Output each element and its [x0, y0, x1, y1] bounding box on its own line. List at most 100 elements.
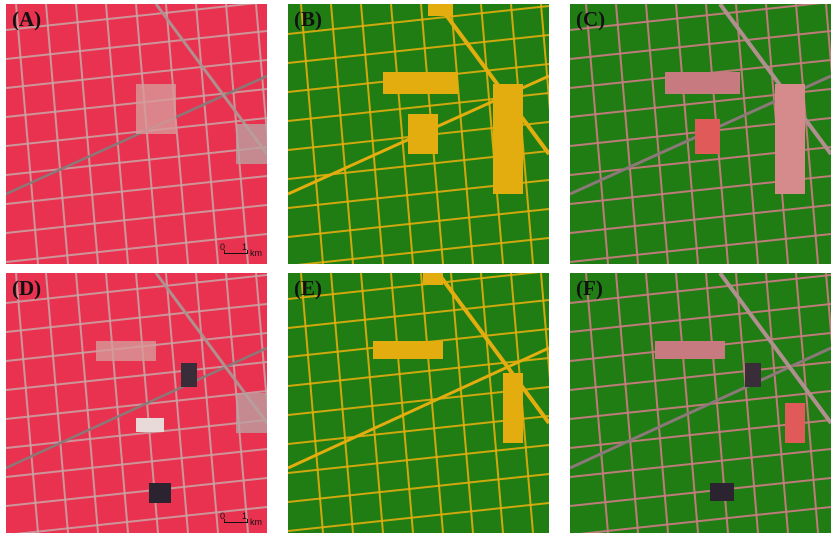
field-boundary: [570, 30, 831, 60]
field-boundary: [570, 303, 831, 333]
field-boundary: [360, 273, 384, 533]
field-boundary: [585, 4, 609, 264]
false-color-satellite-image: [6, 4, 267, 264]
field-boundary: [480, 273, 504, 533]
overlay-image: [570, 273, 831, 533]
field-boundary: [675, 273, 699, 533]
panel-a: (A) 0 1 km: [6, 4, 267, 264]
field-boundary: [6, 390, 267, 420]
field-boundary: [288, 444, 549, 474]
field-boundary: [288, 208, 549, 238]
field-boundary: [288, 34, 549, 64]
scale-line: [224, 522, 248, 523]
field-boundary: [6, 419, 267, 449]
field-boundary: [288, 502, 549, 532]
field-boundary: [15, 273, 39, 533]
false-color-satellite-image: [6, 273, 267, 533]
field-boundary: [615, 273, 639, 533]
panel-b: (B): [288, 4, 549, 264]
panel-label: (A): [12, 7, 42, 31]
scale-unit: km: [250, 248, 262, 258]
field-boundary: [300, 273, 324, 533]
panel-f: (F): [570, 273, 831, 533]
field-boundary: [570, 4, 822, 31]
field-boundary: [390, 4, 414, 264]
field-boundary: [570, 477, 831, 507]
field-boundary: [570, 390, 831, 420]
field-boundary: [450, 273, 474, 533]
field-boundary: [255, 4, 267, 146]
field-boundary: [390, 273, 414, 533]
field-boundary: [825, 4, 831, 75]
field-boundary: [6, 59, 267, 89]
field-boundary: [330, 273, 354, 533]
field-boundary: [6, 233, 267, 263]
field-boundary: [615, 4, 639, 264]
scale-line: [224, 253, 248, 254]
field-boundary: [45, 4, 69, 264]
field-boundary: [195, 273, 219, 533]
field-boundary: [75, 4, 99, 264]
scale-tick: [247, 519, 248, 523]
field-boundary: [105, 4, 129, 264]
field-boundary: [765, 273, 789, 533]
field-boundary: [288, 5, 549, 35]
field-boundary: [585, 273, 609, 533]
scale-zero: 0: [220, 511, 226, 521]
field-boundary: [645, 273, 669, 533]
field-boundary: [297, 237, 549, 264]
field-boundary: [45, 273, 69, 533]
field-boundary: [645, 4, 669, 264]
field-boundary: [795, 273, 819, 533]
scale-tick: [247, 250, 248, 254]
field-boundary: [540, 4, 549, 111]
scale-bar: 0 1 km: [220, 511, 266, 532]
field-boundary: [6, 146, 267, 176]
field-boundary: [6, 204, 267, 234]
field-boundary: [360, 4, 384, 264]
field-boundary: [75, 273, 99, 533]
scale-unit: km: [250, 517, 262, 527]
panel-label: (B): [294, 7, 322, 31]
field-boundary: [480, 4, 504, 264]
field-boundary: [795, 4, 819, 264]
field-boundary: [6, 175, 267, 205]
field-boundary: [6, 303, 267, 333]
field-boundary: [570, 448, 831, 478]
field-boundary: [735, 4, 759, 264]
field-boundary: [288, 299, 549, 329]
field-boundary: [450, 4, 474, 264]
classification-map: [288, 273, 549, 533]
scale-one: 1: [242, 242, 248, 252]
scale-tick: [224, 519, 225, 523]
panel-c: (C): [570, 4, 831, 264]
field-boundary: [540, 273, 549, 380]
field-boundary: [105, 273, 129, 533]
field-boundary: [579, 506, 831, 533]
panel-label: (D): [12, 276, 42, 300]
field-boundary: [300, 4, 324, 264]
field-boundary: [735, 273, 759, 533]
overlay-image: [570, 4, 831, 264]
field-boundary: [15, 506, 267, 533]
field-boundary: [330, 4, 354, 264]
panel-label: (E): [294, 276, 322, 300]
field-boundary: [15, 4, 39, 264]
field-boundary: [165, 273, 189, 533]
panel-label: (F): [576, 276, 603, 300]
field-boundary: [255, 273, 267, 415]
field-boundary: [165, 4, 189, 264]
field-boundary: [570, 274, 831, 304]
panel-label: (C): [576, 7, 606, 31]
field-boundary: [675, 4, 699, 264]
field-boundary: [570, 204, 831, 234]
field-boundary: [6, 448, 267, 478]
scale-tick: [224, 250, 225, 254]
panel-e: (E): [288, 273, 549, 533]
panel-d: (D) 0 1 km: [6, 273, 267, 533]
classification-map: [288, 4, 549, 264]
field-boundary: [570, 233, 831, 263]
field-boundary: [288, 473, 549, 503]
scale-zero: 0: [220, 242, 226, 252]
scale-bar: 0 1 km: [220, 242, 266, 263]
